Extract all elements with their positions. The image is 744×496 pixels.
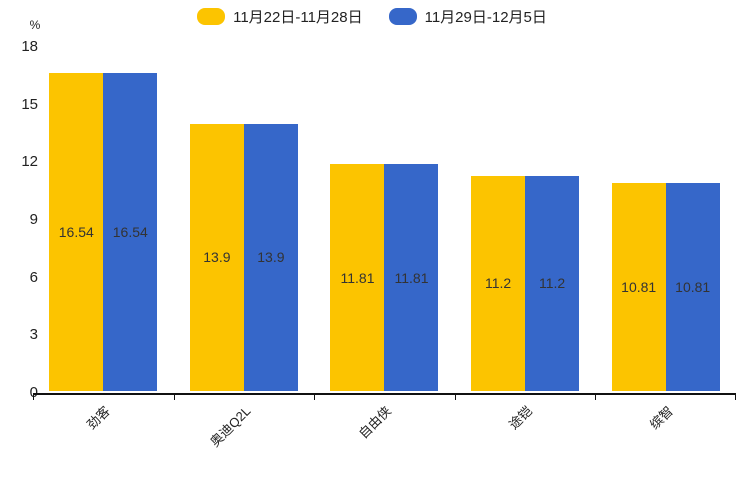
bar-value-label: 13.9 — [203, 249, 231, 266]
x-axis-label: 劲客 — [84, 403, 114, 433]
plot-area: 16.54 16.54 劲客 13.9 13.9 奥迪Q2L 11.81 11.81 自由侠 11… — [33, 47, 736, 450]
bar-series2: 11.81 — [384, 164, 439, 391]
legend-item-series1[interactable]: 11月22日-11月28日 — [197, 6, 363, 27]
bar-series2: 10.81 — [665, 183, 720, 391]
bar-value-label: 11.2 — [538, 275, 566, 292]
bar-series1: 11.2 — [471, 175, 526, 391]
y-axis-unit: % — [29, 18, 41, 32]
bar-group: 10.81 10.81 — [595, 47, 736, 391]
bar-value-label: 10.81 — [621, 279, 657, 296]
legend: 11月22日-11月28日 11月29日-12月5日 — [0, 6, 744, 27]
bar-value-label: 11.81 — [394, 269, 429, 286]
bar-value-label: 11.2 — [484, 275, 512, 292]
x-axis-tick — [173, 395, 175, 400]
x-axis-label: 缤智 — [646, 403, 676, 433]
bar-value-label: 16.54 — [58, 224, 94, 241]
bar-series2: 13.9 — [243, 123, 298, 391]
x-axis-tick — [454, 395, 456, 400]
bar-value-label: 13.9 — [257, 249, 285, 266]
bar-series1: 11.81 — [330, 164, 385, 391]
bar-series2: 16.54 — [103, 73, 158, 391]
x-axis-tick — [595, 395, 597, 400]
x-axis-tick — [33, 395, 34, 400]
legend-item-series2[interactable]: 11月29日-12月5日 — [388, 6, 547, 27]
y-tick-label: 0 — [2, 384, 38, 402]
x-axis-tick — [314, 395, 316, 400]
x-axis-label: 自由侠 — [356, 403, 395, 442]
x-axis-tick — [735, 395, 736, 400]
bar-group: 16.54 16.54 — [33, 47, 174, 391]
y-tick-label: 18 — [21, 38, 38, 55]
bar-series1: 13.9 — [189, 123, 244, 391]
x-axis-line — [33, 393, 736, 395]
y-tick-label: 12 — [21, 153, 38, 171]
bar-series1: 16.54 — [49, 73, 104, 391]
y-tick-label: 9 — [29, 211, 38, 228]
bar-group: 13.9 13.9 — [174, 47, 315, 391]
legend-swatch-series1 — [197, 8, 226, 25]
x-axis-label: 途铠 — [506, 403, 536, 433]
legend-swatch-series2 — [388, 8, 417, 25]
x-axis-label: 奥迪Q2L — [207, 403, 254, 450]
bar-value-label: 10.81 — [675, 279, 711, 296]
y-tick-label: 6 — [29, 268, 38, 286]
legend-label-series2: 11月29日-12月5日 — [424, 9, 547, 26]
bar-series1: 10.81 — [611, 183, 666, 391]
y-tick-label: 15 — [21, 95, 38, 113]
y-tick-label: 3 — [29, 326, 38, 344]
bar-series2: 11.2 — [525, 175, 580, 391]
bar-value-label: 16.54 — [112, 224, 148, 241]
legend-label-series1: 11月22日-11月28日 — [233, 9, 363, 26]
bar-group: 11.81 11.81 — [314, 47, 455, 391]
bar-value-label: 11.81 — [340, 269, 375, 286]
bar-group: 11.2 11.2 — [455, 47, 596, 391]
